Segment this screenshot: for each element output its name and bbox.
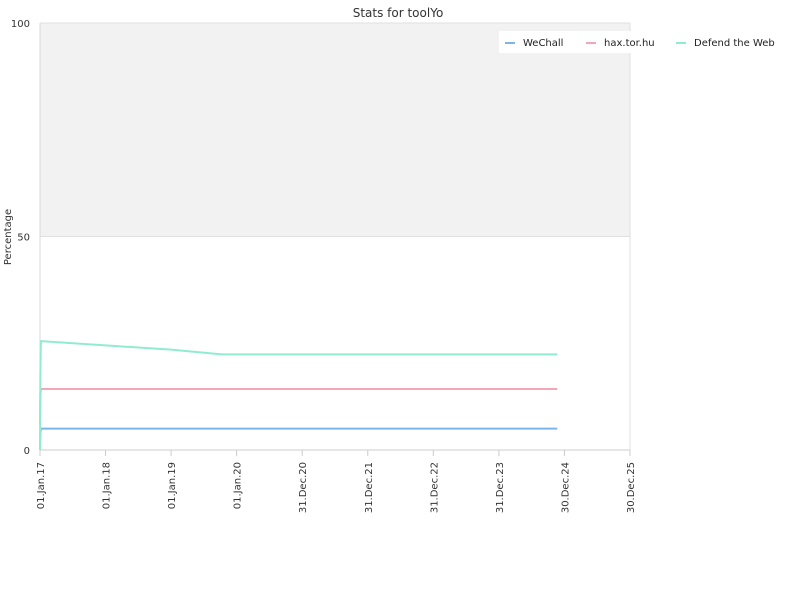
x-tick-label: 01.Jan.19 xyxy=(167,462,178,509)
x-tick-label: 31.Dec.21 xyxy=(364,462,375,513)
x-tick-label: 01.Jan.17 xyxy=(36,462,47,509)
series-lines xyxy=(39,340,558,451)
x-tick-label: 30.Dec.24 xyxy=(560,462,571,513)
chart-title: Stats for toolYo xyxy=(353,6,444,20)
legend-label: WeChall xyxy=(523,38,563,49)
x-tick-label: 31.Dec.23 xyxy=(495,462,506,513)
legend-box xyxy=(499,31,781,53)
legend: WeChall hax.tor.hu Defend the Web xyxy=(499,31,781,53)
legend-label: Defend the Web xyxy=(694,38,775,49)
x-tick-label: 30.Dec.25 xyxy=(626,462,637,513)
series-line-defend-the-web xyxy=(39,340,558,451)
legend-label: hax.tor.hu xyxy=(604,38,655,49)
x-tick-label: 31.Dec.20 xyxy=(298,462,309,513)
x-tick-label: 31.Dec.22 xyxy=(429,462,440,513)
y-axis-title: Percentage xyxy=(3,209,14,265)
y-tick-label: 100 xyxy=(11,19,30,30)
plot-bands xyxy=(40,23,630,237)
x-tick-label: 01.Jan.18 xyxy=(102,462,113,509)
y-tick-label: 50 xyxy=(17,233,30,244)
x-tick-label: 01.Jan.20 xyxy=(233,462,244,509)
plot-band-0 xyxy=(40,23,630,237)
y-tick-label: 0 xyxy=(24,446,30,457)
axes: 0 50 100 01.Jan.17 01.Jan.18 01.Jan.19 01.Jan.… xyxy=(11,19,637,513)
